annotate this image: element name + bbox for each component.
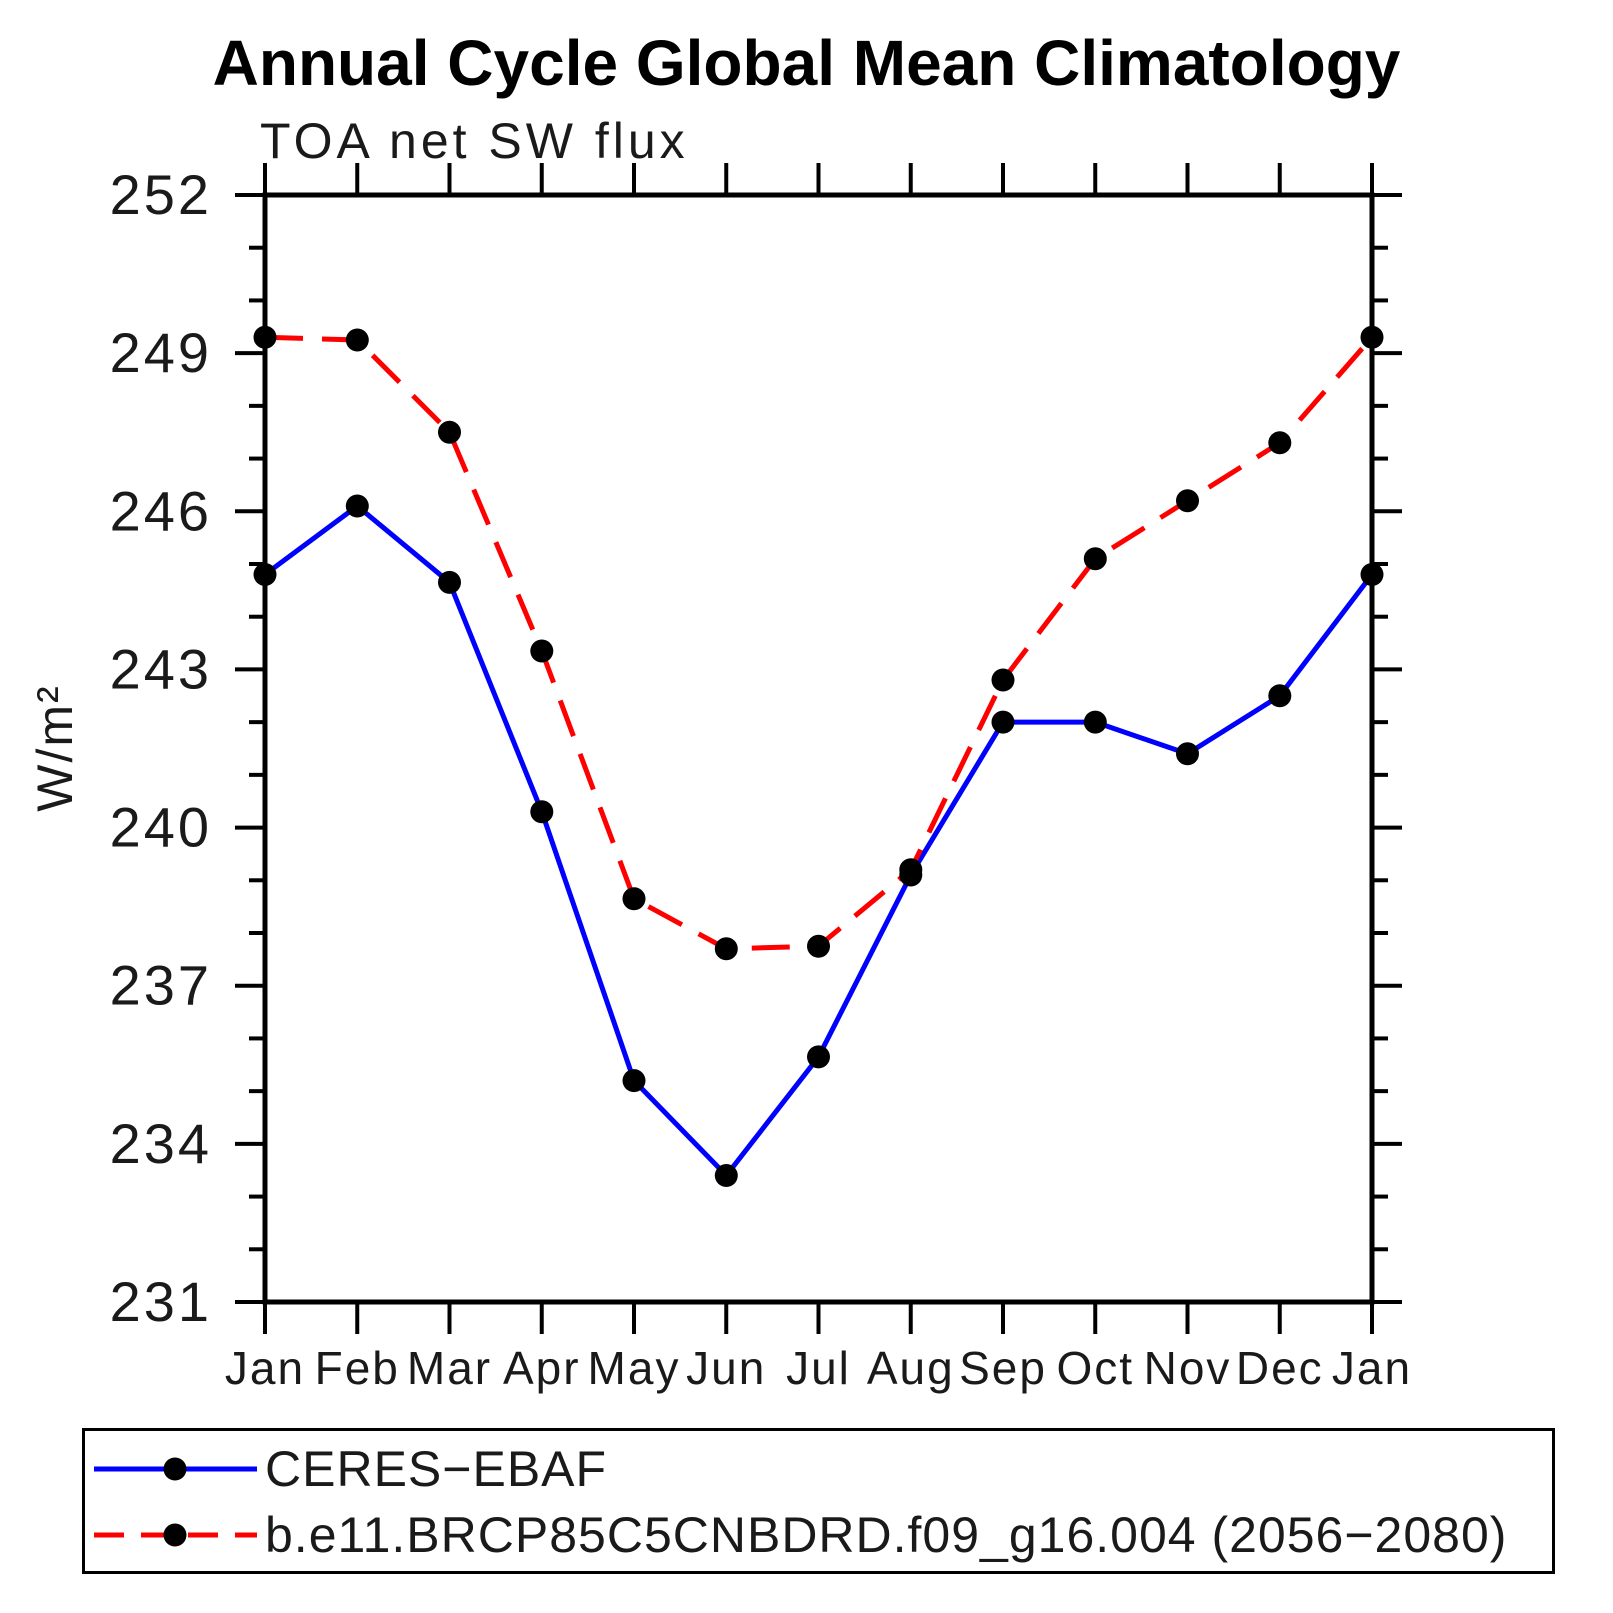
data-point-dot <box>714 1164 738 1187</box>
data-point-dot <box>1268 431 1292 455</box>
data-point-dot <box>438 570 461 594</box>
data-point-dot <box>345 328 369 352</box>
data-point-dot <box>714 937 738 961</box>
x-tick-label: Nov <box>1144 1342 1232 1394</box>
data-point-dot <box>1360 563 1384 586</box>
plot-frame <box>262 192 1375 1305</box>
data-point-dot <box>345 494 369 518</box>
x-tick-label: Jul <box>786 1342 851 1394</box>
data-point-dot <box>1268 684 1292 708</box>
legend-sample-dot <box>163 1523 187 1547</box>
x-tick-label: Aug <box>867 1342 955 1394</box>
x-tick-label: Feb <box>315 1342 400 1394</box>
x-tick-label: Jan <box>225 1342 305 1394</box>
data-point-dot <box>899 858 923 882</box>
y-tick-label: 243 <box>110 637 212 700</box>
x-tick-label: Mar <box>407 1342 492 1394</box>
y-tick-label: 252 <box>110 163 212 226</box>
data-point-dot <box>622 1069 646 1093</box>
data-point-dot <box>530 800 554 824</box>
data-point-dot <box>253 563 277 586</box>
data-point-dot <box>1083 710 1107 734</box>
data-point-dot <box>991 710 1015 734</box>
y-tick-label: 240 <box>110 796 212 859</box>
data-point-dot <box>253 325 277 349</box>
x-tick-label: Jan <box>1332 1342 1412 1394</box>
legend-item-model-run: b.e11.BRCP85C5CNBDRD.f09_g16.004 (2056−2… <box>91 1505 1507 1565</box>
data-point-dot <box>622 887 646 911</box>
legend-label-1: b.e11.BRCP85C5CNBDRD.f09_g16.004 (2056−2… <box>265 1507 1508 1563</box>
chart-title: Annual Cycle Global Mean Climatology <box>212 27 1401 99</box>
data-point-dot <box>438 420 461 444</box>
axis-ticks <box>235 163 1402 1334</box>
x-tick-label: Jun <box>686 1342 766 1394</box>
data-point-markers <box>253 325 1384 1187</box>
data-point-dot <box>1176 489 1199 513</box>
y-tick-label: 231 <box>110 1270 212 1333</box>
y-tick-label: 234 <box>110 1112 212 1175</box>
series-line-0 <box>263 502 1374 1180</box>
legend-box: CERES−EBAF b.e11.BRCP85C5CNBDRD.f09_g16.… <box>82 1428 1555 1574</box>
legend-label-0: CERES−EBAF <box>265 1441 608 1497</box>
y-tick-label: 249 <box>110 321 212 384</box>
x-tick-label: May <box>588 1342 681 1394</box>
legend-line-sample-1 <box>94 1523 257 1547</box>
legend-line-sample-0 <box>94 1457 257 1481</box>
data-point-dot <box>807 1045 830 1069</box>
y-tick-label: 237 <box>110 954 212 1017</box>
legend-item-ceres-ebaf: CERES−EBAF <box>91 1439 607 1499</box>
y-tick-label: 246 <box>110 479 212 542</box>
chart-subtitle: TOA net SW flux <box>260 113 689 169</box>
x-tick-label: Dec <box>1236 1342 1324 1394</box>
series-line-1 <box>264 334 1374 952</box>
data-point-dot <box>1083 547 1107 571</box>
data-point-dot <box>991 668 1015 692</box>
data-point-dot <box>1176 742 1199 766</box>
x-tick-label: Oct <box>1056 1342 1134 1394</box>
y-axis-label: W/m² <box>27 684 83 811</box>
data-point-dot <box>530 639 554 663</box>
data-point-dot <box>807 934 830 958</box>
x-tick-label: Sep <box>959 1342 1047 1394</box>
legend-sample-dot <box>163 1457 187 1481</box>
data-point-dot <box>1360 325 1384 349</box>
x-tick-label: Apr <box>503 1342 581 1394</box>
